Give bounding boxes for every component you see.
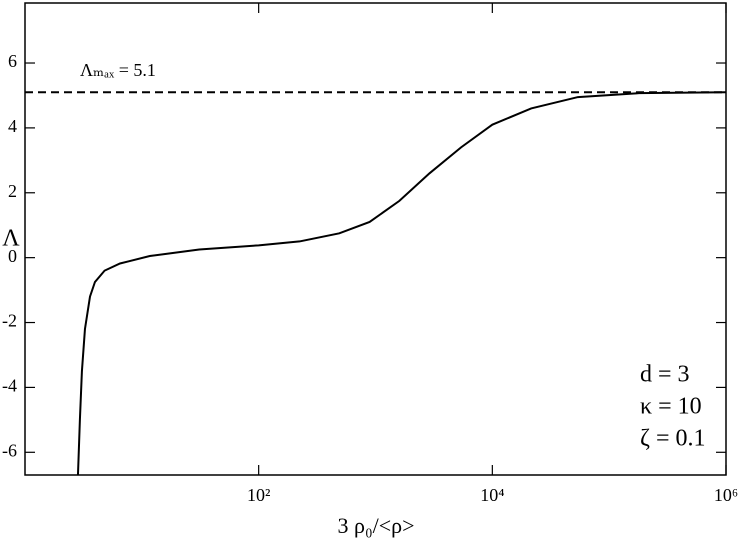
y-tick-label: -2 bbox=[2, 311, 17, 331]
annotation: κ = 10 bbox=[640, 394, 702, 420]
annotation: ζ = 0.1 bbox=[640, 426, 705, 452]
plot-frame bbox=[24, 2, 727, 476]
x-tick-label: 10⁴ bbox=[480, 485, 504, 505]
y-tick-label: -4 bbox=[2, 376, 17, 396]
y-tick-label: 2 bbox=[8, 181, 17, 201]
y-axis-label: Λ bbox=[2, 226, 20, 252]
x-axis-label: 3 ρ₀/<ρ> bbox=[337, 513, 414, 538]
x-tick-label: 10⁶ bbox=[714, 485, 738, 505]
hline-label: Λₘₐₓ = 5.1 bbox=[80, 60, 156, 80]
y-tick-label: -6 bbox=[2, 440, 17, 460]
data-line bbox=[76, 91, 727, 476]
y-tick-label: 6 bbox=[8, 51, 17, 71]
x-tick-label: 10² bbox=[247, 485, 270, 505]
y-tick-label: 0 bbox=[8, 246, 17, 266]
annotation: d = 3 bbox=[640, 362, 690, 388]
y-tick-label: 4 bbox=[8, 116, 17, 136]
